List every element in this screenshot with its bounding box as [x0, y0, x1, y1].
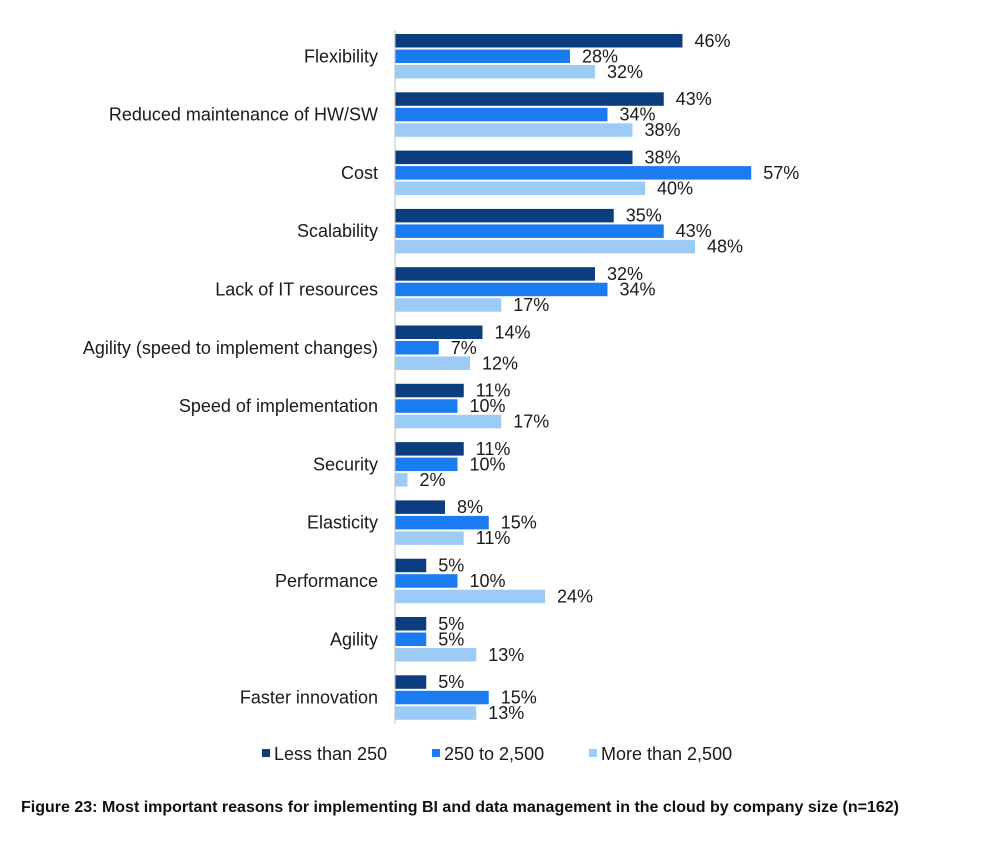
bar-agility-speed-to-implement-changes-250-to-2-500	[395, 341, 439, 355]
bar-flexibility-250-to-2-500	[395, 49, 570, 63]
value-label-reduced-maintenance-of-hw-sw-250-to-2-500: 34%	[620, 105, 656, 125]
category-label-flexibility: Flexibility	[304, 46, 378, 66]
value-label-lack-of-it-resources-more-than-2-500: 17%	[513, 295, 549, 315]
legend-swatch-250-to-2-500	[432, 749, 440, 757]
category-label-reduced-maintenance-of-hw-sw: Reduced maintenance of HW/SW	[109, 105, 378, 125]
value-label-scalability-250-to-2-500: 43%	[676, 221, 712, 241]
category-label-performance: Performance	[275, 571, 378, 591]
bar-performance-more-than-2-500	[395, 589, 545, 604]
value-label-elasticity-less-than-250: 8%	[457, 497, 483, 517]
value-label-agility-250-to-2-500: 5%	[438, 629, 464, 649]
bar-lack-of-it-resources-less-than-250	[395, 267, 595, 281]
value-label-elasticity-250-to-2-500: 15%	[501, 513, 537, 533]
legend-label-less-than-250: Less than 250	[274, 744, 387, 764]
value-label-security-less-than-250: 11%	[476, 439, 511, 459]
value-label-performance-more-than-2-500: 24%	[557, 586, 593, 606]
bar-elasticity-250-to-2-500	[395, 515, 489, 530]
value-label-speed-of-implementation-more-than-2-500: 17%	[513, 412, 549, 432]
value-label-speed-of-implementation-less-than-250: 11%	[476, 381, 511, 401]
value-label-faster-innovation-less-than-250: 5%	[438, 672, 464, 692]
value-label-faster-innovation-250-to-2-500: 15%	[501, 688, 537, 708]
bar-faster-innovation-250-to-2-500	[395, 690, 489, 705]
bar-security-250-to-2-500	[395, 457, 458, 472]
bar-security-less-than-250	[395, 442, 464, 456]
category-label-agility: Agility	[330, 629, 378, 649]
value-label-lack-of-it-resources-less-than-250: 32%	[607, 264, 643, 284]
value-label-performance-less-than-250: 5%	[438, 555, 464, 575]
value-label-reduced-maintenance-of-hw-sw-more-than-2-500: 38%	[645, 120, 681, 140]
value-label-cost-more-than-2-500: 40%	[657, 178, 693, 198]
bar-agility-speed-to-implement-changes-more-than-2-500	[395, 356, 470, 370]
bar-lack-of-it-resources-more-than-2-500	[395, 298, 502, 312]
bar-lack-of-it-resources-250-to-2-500	[395, 282, 608, 297]
value-label-faster-innovation-more-than-2-500: 13%	[488, 703, 524, 723]
value-label-elasticity-more-than-2-500: 11%	[476, 528, 511, 548]
category-label-cost: Cost	[341, 163, 378, 183]
bar-security-more-than-2-500	[395, 473, 408, 487]
bar-flexibility-less-than-250	[395, 34, 683, 48]
bar-performance-less-than-250	[395, 558, 427, 573]
value-label-agility-speed-to-implement-changes-less-than-250: 14%	[495, 322, 531, 342]
bar-faster-innovation-less-than-250	[395, 675, 427, 689]
bar-chart: Flexibility Reduced maintenance of HW/SW C…	[83, 30, 800, 764]
value-label-performance-250-to-2-500: 10%	[470, 571, 506, 591]
legend-label-more-than-2-500: More than 2,500	[601, 744, 732, 764]
bar-agility-250-to-2-500	[395, 632, 427, 646]
bar-reduced-maintenance-of-hw-sw-less-than-250	[395, 92, 664, 106]
value-label-security-more-than-2-500: 2%	[420, 470, 446, 490]
value-label-agility-more-than-2-500: 13%	[488, 645, 524, 665]
value-labels: 46%28%32%43%34%38%38%57%40%35%43%48%32%3…	[420, 31, 800, 723]
bar-speed-of-implementation-250-to-2-500	[395, 399, 458, 413]
category-label-lack-of-it-resources: Lack of IT resources	[215, 279, 378, 299]
category-label-scalability: Scalability	[297, 221, 378, 241]
value-label-flexibility-more-than-2-500: 32%	[607, 62, 643, 82]
value-label-speed-of-implementation-250-to-2-500: 10%	[470, 396, 506, 416]
category-label-faster-innovation: Faster innovation	[240, 688, 378, 708]
legend-swatch-more-than-2-500	[589, 749, 597, 757]
category-labels: Flexibility Reduced maintenance of HW/SW C…	[83, 46, 378, 707]
bar-reduced-maintenance-of-hw-sw-more-than-2-500	[395, 123, 633, 137]
bar-faster-innovation-more-than-2-500	[395, 706, 477, 720]
bar-speed-of-implementation-less-than-250	[395, 383, 464, 398]
value-label-agility-speed-to-implement-changes-250-to-2-500: 7%	[451, 338, 477, 358]
value-label-security-250-to-2-500: 10%	[470, 454, 506, 474]
legend-label-250-to-2-500: 250 to 2,500	[444, 744, 544, 764]
category-label-elasticity: Elasticity	[307, 513, 378, 533]
figure-caption: Figure 23: Most important reasons for im…	[21, 799, 899, 816]
value-label-agility-speed-to-implement-changes-more-than-2-500: 12%	[482, 353, 518, 373]
value-label-lack-of-it-resources-250-to-2-500: 34%	[620, 279, 656, 299]
value-label-scalability-more-than-2-500: 48%	[707, 237, 743, 257]
bar-cost-less-than-250	[395, 150, 633, 165]
category-label-security: Security	[313, 454, 378, 474]
bar-reduced-maintenance-of-hw-sw-250-to-2-500	[395, 107, 608, 122]
bar-elasticity-less-than-250	[395, 500, 445, 514]
value-label-scalability-less-than-250: 35%	[626, 206, 662, 226]
value-label-agility-less-than-250: 5%	[438, 614, 464, 634]
bar-agility-speed-to-implement-changes-less-than-250	[395, 325, 483, 339]
bars	[395, 34, 752, 720]
bar-agility-less-than-250	[395, 617, 427, 631]
bar-flexibility-more-than-2-500	[395, 65, 595, 79]
category-label-speed-of-implementation: Speed of implementation	[179, 396, 378, 416]
bar-performance-250-to-2-500	[395, 574, 458, 588]
bar-scalability-250-to-2-500	[395, 224, 664, 238]
value-label-flexibility-250-to-2-500: 28%	[582, 46, 618, 66]
value-label-reduced-maintenance-of-hw-sw-less-than-250: 43%	[676, 89, 712, 109]
bar-elasticity-more-than-2-500	[395, 531, 464, 545]
bar-scalability-more-than-2-500	[395, 239, 695, 254]
value-label-cost-250-to-2-500: 57%	[763, 163, 799, 183]
bar-scalability-less-than-250	[395, 208, 614, 223]
legend-swatch-less-than-250	[262, 749, 270, 757]
bar-cost-250-to-2-500	[395, 166, 752, 180]
bar-cost-more-than-2-500	[395, 181, 645, 196]
value-label-cost-less-than-250: 38%	[645, 147, 681, 167]
value-label-flexibility-less-than-250: 46%	[695, 31, 731, 51]
bar-agility-more-than-2-500	[395, 648, 477, 662]
category-label-agility-speed-to-implement-changes: Agility (speed to implement changes)	[83, 338, 378, 358]
bar-speed-of-implementation-more-than-2-500	[395, 414, 502, 429]
legend: Less than 250 250 to 2,500 More than 2,500	[262, 744, 732, 764]
